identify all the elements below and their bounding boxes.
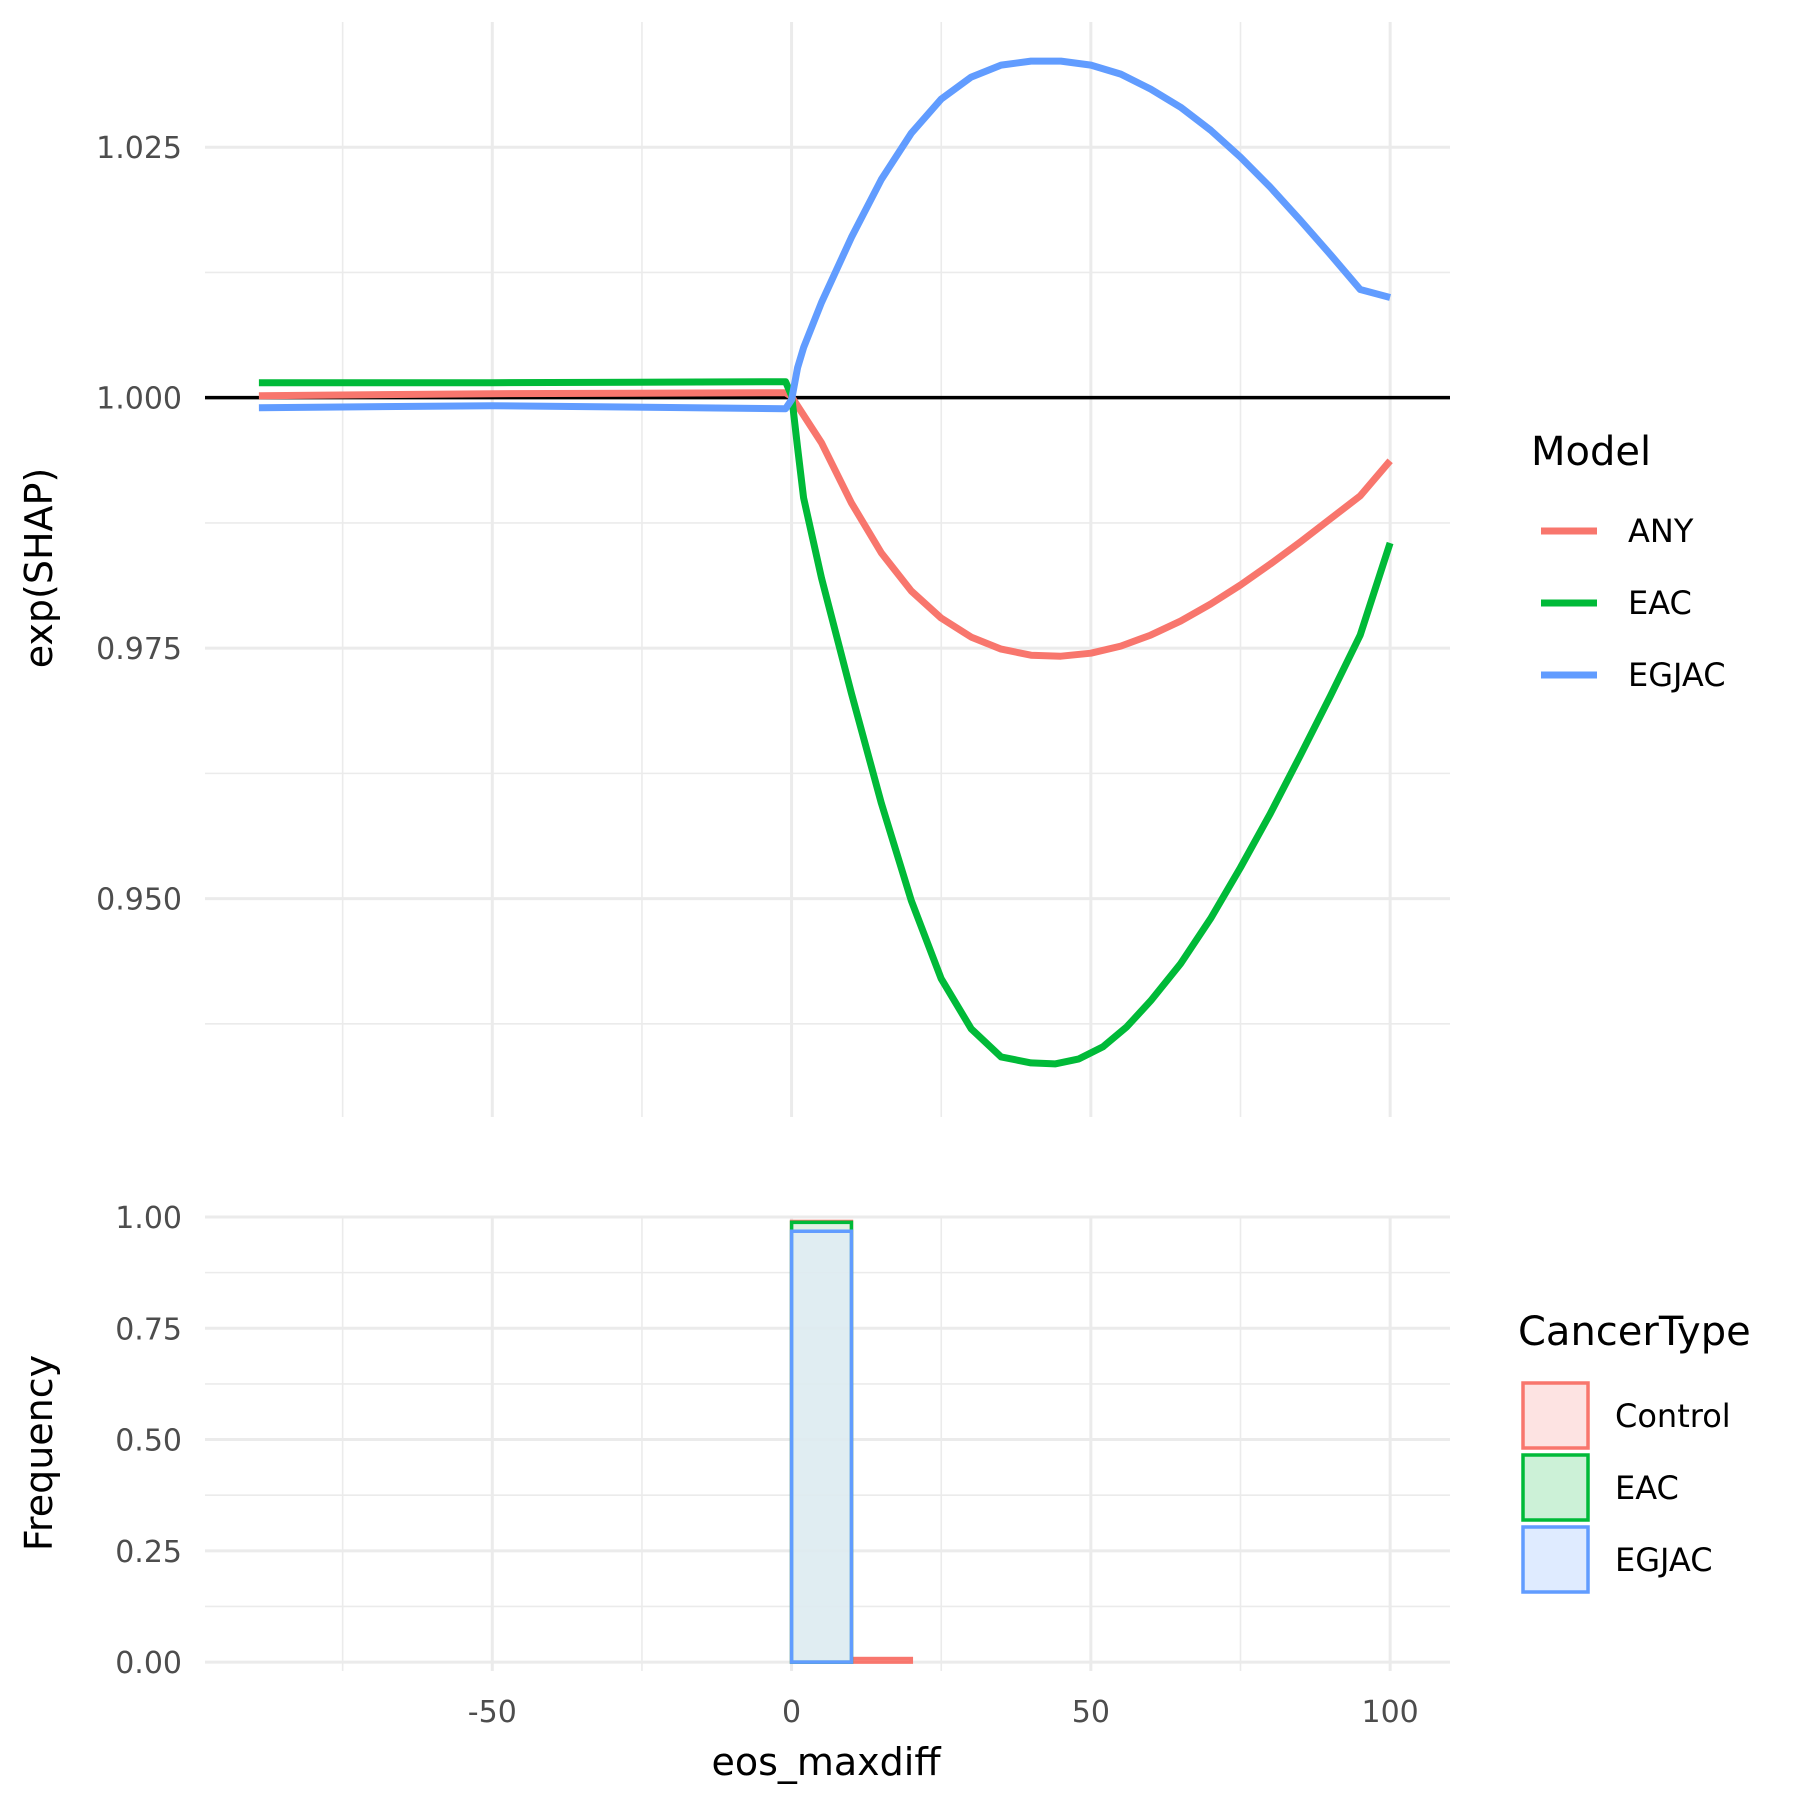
model-legend-title: Model — [1531, 429, 1651, 475]
x-tick-label: -50 — [468, 1695, 517, 1730]
legend-label-egjac: EGJAC — [1628, 656, 1726, 694]
legend-key-control — [1521, 1381, 1590, 1450]
histogram-x-tick-labels: -50 0 50 100 — [468, 1695, 1419, 1730]
legend-label-control: Control — [1615, 1397, 1731, 1435]
legend-label-eac: EAC — [1615, 1469, 1679, 1507]
frequency-histogram-panel: 0.00 0.25 0.50 0.75 1.00 -50 0 50 100 Frequency… — [17, 1201, 1450, 1784]
y-tick-label: 1.000 — [96, 382, 182, 417]
shap-y-axis-title: exp(SHAP) — [17, 468, 61, 669]
model-legend: Model ANY EAC EGJAC — [1531, 429, 1726, 694]
shap-y-tick-labels: 0.950 0.975 1.000 1.025 — [96, 131, 182, 917]
histogram-bar-egjac — [789, 1229, 854, 1664]
histogram-y-axis-title: Frequency — [17, 1355, 61, 1551]
histogram-x-axis-title: eos_maxdiff — [711, 1740, 941, 1784]
x-tick-label: 0 — [782, 1695, 801, 1730]
cancertype-legend: CancerType Control EAC EGJAC — [1518, 1309, 1751, 1594]
histogram-bars — [789, 1219, 914, 1664]
x-tick-label: 100 — [1362, 1695, 1419, 1730]
y-tick-label: 0.950 — [96, 883, 182, 918]
y-tick-label: 1.025 — [96, 131, 182, 166]
legend-label-any: ANY — [1628, 512, 1694, 550]
histogram-bar-control — [849, 1656, 914, 1664]
legend-key-eac — [1521, 1453, 1590, 1522]
series-line-any — [258, 389, 1393, 660]
y-tick-label: 0.25 — [115, 1535, 182, 1570]
x-tick-label: 50 — [1072, 1695, 1110, 1730]
legend-label-eac: EAC — [1628, 584, 1692, 622]
y-tick-label: 0.50 — [115, 1424, 182, 1459]
shap-series-lines — [258, 57, 1394, 1068]
y-tick-label: 0.00 — [115, 1646, 182, 1681]
shap-line-panel: 0.950 0.975 1.000 1.025 exp(SHAP) — [17, 22, 1450, 1117]
y-tick-label: 0.975 — [96, 632, 182, 667]
series-line-egjac — [258, 57, 1392, 413]
legend-label-egjac: EGJAC — [1615, 1541, 1713, 1579]
cancertype-legend-title: CancerType — [1518, 1309, 1751, 1355]
y-tick-label: 1.00 — [115, 1201, 182, 1236]
legend-key-egjac — [1521, 1525, 1590, 1594]
shap-grid — [205, 22, 1450, 1117]
series-line-eac — [258, 378, 1394, 1068]
y-tick-label: 0.75 — [115, 1312, 182, 1347]
histogram-y-tick-labels: 0.00 0.25 0.50 0.75 1.00 — [115, 1201, 182, 1681]
